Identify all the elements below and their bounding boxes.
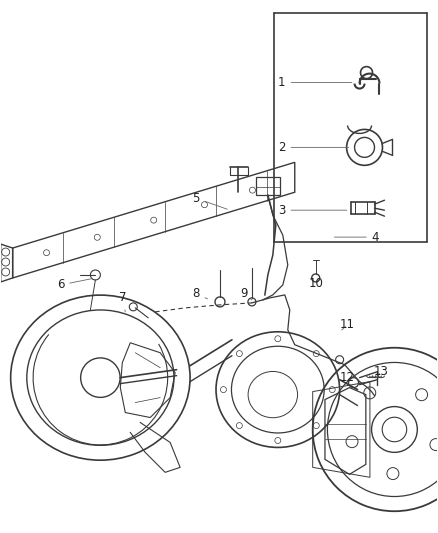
Text: 6: 6 bbox=[57, 278, 93, 292]
Text: 8: 8 bbox=[192, 287, 208, 301]
Text: 7: 7 bbox=[119, 292, 126, 312]
Bar bbox=[256, 177, 280, 195]
Text: 10: 10 bbox=[308, 278, 323, 290]
Text: 2: 2 bbox=[278, 141, 349, 154]
Text: 13: 13 bbox=[374, 365, 389, 378]
Text: 4: 4 bbox=[335, 231, 379, 244]
Text: 3: 3 bbox=[278, 204, 347, 217]
Text: 9: 9 bbox=[240, 287, 252, 301]
Text: 12: 12 bbox=[340, 371, 355, 384]
Text: 11: 11 bbox=[340, 318, 355, 332]
Text: 1: 1 bbox=[278, 76, 352, 89]
Text: 5: 5 bbox=[192, 192, 227, 209]
